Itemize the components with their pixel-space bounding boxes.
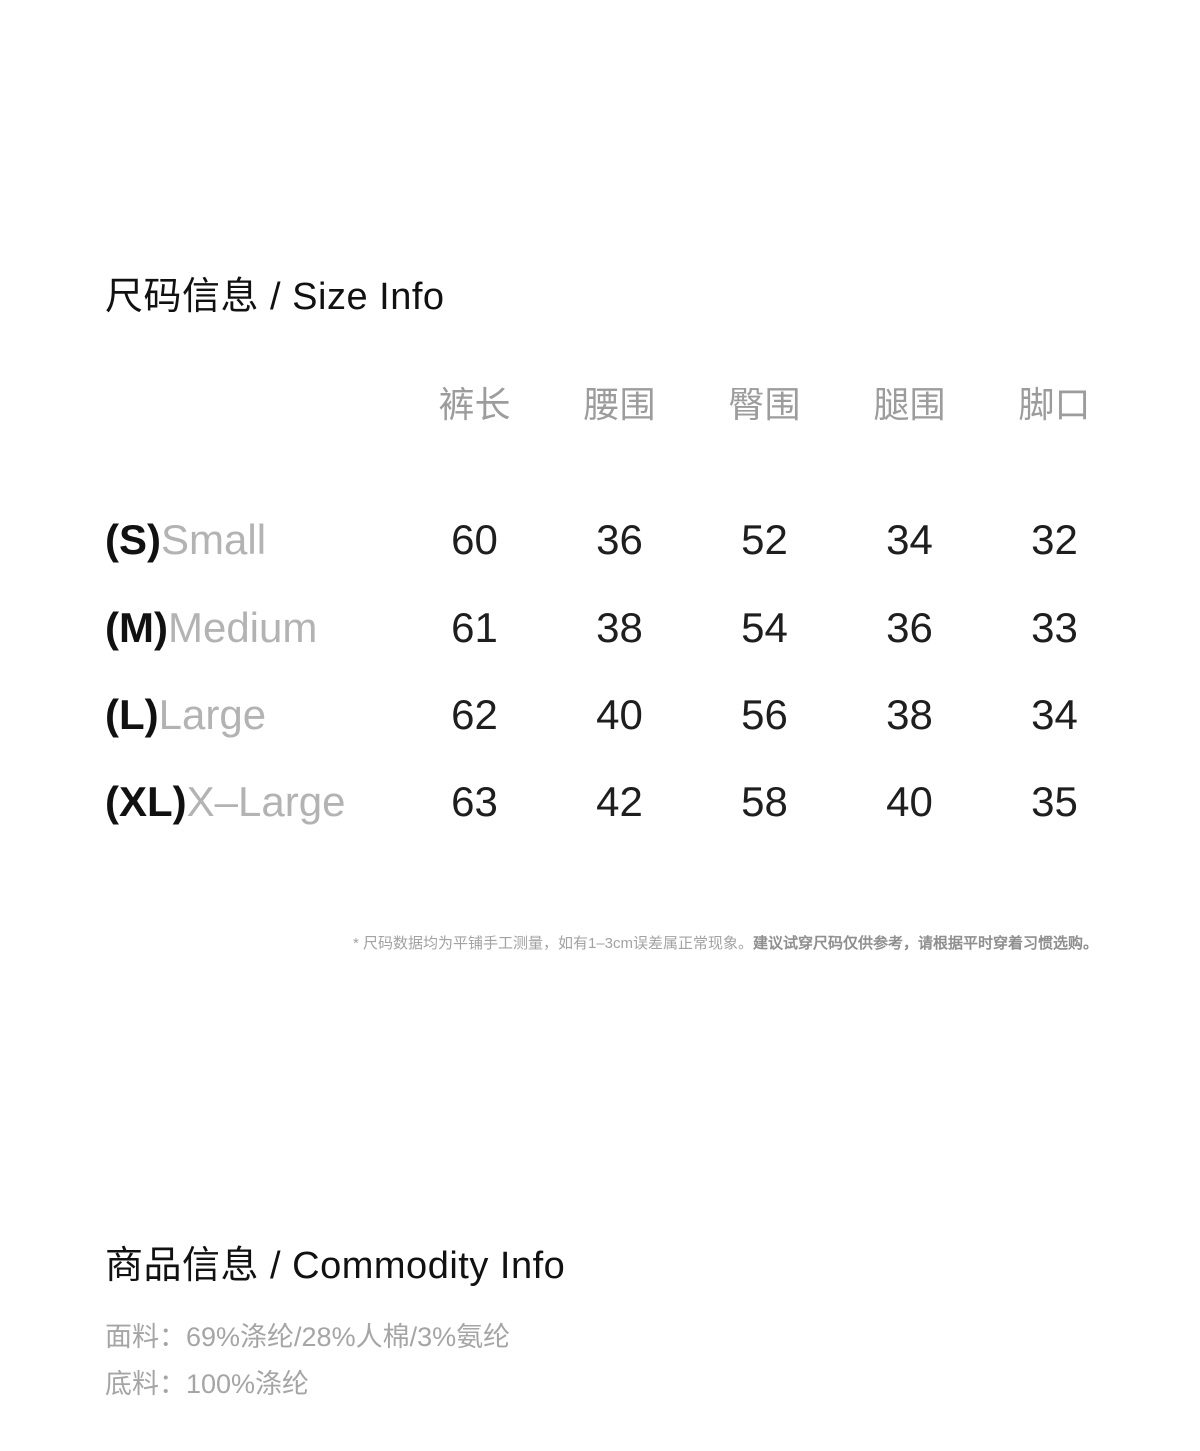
size-disclaimer-text: * 尺码数据均为平铺手工测量，如有1–3cm误差属正常现象。 bbox=[352, 935, 753, 952]
cell-value: 33 bbox=[1031, 604, 1078, 651]
cell-value: 52 bbox=[741, 516, 788, 563]
cell-value: 62 bbox=[451, 691, 498, 738]
cell-value: 36 bbox=[596, 516, 643, 563]
lining-composition-line: 底料：100%涤纶 bbox=[105, 1369, 310, 1399]
size-name: Medium bbox=[167, 604, 318, 651]
size-name: Large bbox=[158, 691, 267, 738]
cell-value: 54 bbox=[741, 604, 788, 651]
cell-value: 34 bbox=[1031, 691, 1078, 738]
fabric-composition-line: 面料：69%涤纶/28%人棉/3%氨纶 bbox=[105, 1322, 511, 1352]
cell-value: 36 bbox=[886, 604, 933, 651]
size-disclaimer: * 尺码数据均为平铺手工测量，如有1–3cm误差属正常现象。建议试穿尺码仅供参考… bbox=[353, 933, 1098, 955]
cell-value: 56 bbox=[741, 691, 788, 738]
size-label: (L)Large bbox=[105, 692, 402, 738]
size-info-title: 尺码信息 / Size Info bbox=[105, 275, 445, 318]
cell-value: 40 bbox=[596, 691, 643, 738]
size-table-header-row: 裤长 腰围 臀围 腿围 脚口 bbox=[105, 382, 1127, 428]
size-code: (L) bbox=[105, 691, 159, 738]
size-name: X–Large bbox=[186, 778, 346, 825]
size-label: (XL)X–Large bbox=[105, 779, 402, 825]
column-header-leg-opening: 脚口 bbox=[1018, 384, 1091, 425]
size-name: Small bbox=[161, 516, 267, 563]
size-code: (M) bbox=[105, 604, 168, 651]
size-code: (XL) bbox=[105, 778, 187, 825]
commodity-info-title: 商品信息 / Commodity Info bbox=[105, 1244, 566, 1287]
cell-value: 61 bbox=[451, 604, 498, 651]
cell-value: 58 bbox=[741, 778, 788, 825]
cell-value: 35 bbox=[1031, 778, 1078, 825]
size-disclaimer-emphasis: 建议试穿尺码仅供参考，请根据平时穿着习惯选购。 bbox=[752, 935, 1098, 952]
cell-value: 40 bbox=[886, 778, 933, 825]
table-row: (XL)X–Large 63 42 58 40 35 bbox=[105, 779, 1127, 825]
column-header-pants-length: 裤长 bbox=[438, 384, 511, 425]
size-label: (M)Medium bbox=[105, 605, 402, 651]
size-code: (S) bbox=[105, 516, 161, 563]
column-header-thigh: 腿围 bbox=[873, 384, 946, 425]
cell-value: 32 bbox=[1031, 516, 1078, 563]
size-label: (S)Small bbox=[105, 517, 402, 563]
table-row: (M)Medium 61 38 54 36 33 bbox=[105, 605, 1127, 651]
cell-value: 38 bbox=[886, 691, 933, 738]
cell-value: 38 bbox=[596, 604, 643, 651]
cell-value: 60 bbox=[451, 516, 498, 563]
table-row: (S)Small 60 36 52 34 32 bbox=[105, 517, 1127, 563]
cell-value: 34 bbox=[886, 516, 933, 563]
cell-value: 63 bbox=[451, 778, 498, 825]
cell-value: 42 bbox=[596, 778, 643, 825]
table-row: (L)Large 62 40 56 38 34 bbox=[105, 692, 1127, 738]
column-header-hip: 臀围 bbox=[728, 384, 801, 425]
column-header-waist: 腰围 bbox=[583, 384, 656, 425]
